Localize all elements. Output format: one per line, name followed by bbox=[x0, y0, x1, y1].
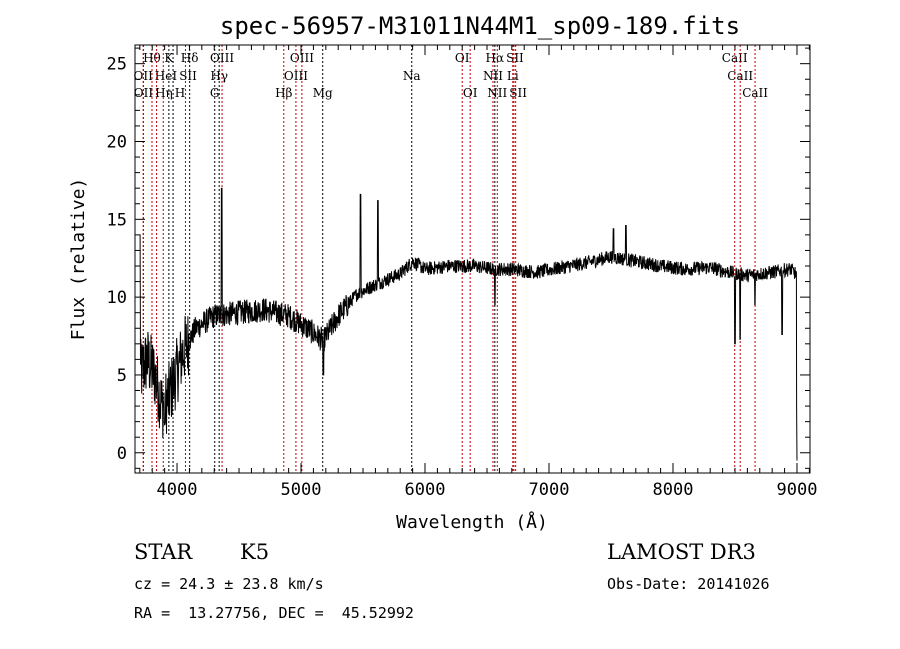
redshift-text: cz = 24.3 ± 23.8 km/s bbox=[134, 575, 324, 593]
spectral-line-label: OIII bbox=[210, 51, 234, 65]
spectral-line-label: K bbox=[164, 51, 174, 65]
obs-date: Obs-Date: 20141026 bbox=[607, 575, 770, 593]
object-subclass: K5 bbox=[240, 540, 270, 564]
x-tick-label: 9000 bbox=[777, 480, 818, 500]
spectral-line-label: Hβ bbox=[275, 86, 292, 100]
spectral-line-label: NII bbox=[483, 69, 503, 83]
spectral-line-label: SII bbox=[179, 69, 197, 83]
spectral-line-label: Na bbox=[403, 69, 421, 83]
y-tick-label: 0 bbox=[117, 444, 127, 464]
spectral-line-label: OIII bbox=[290, 51, 314, 65]
spectral-line-label: G bbox=[210, 86, 220, 100]
spectral-line-label: OII bbox=[134, 69, 154, 83]
coordinates-text: RA = 13.27756, DEC = 45.52992 bbox=[134, 604, 414, 622]
x-tick-label: 6000 bbox=[405, 480, 446, 500]
plot-frame bbox=[134, 44, 811, 474]
spectral-line-label: H bbox=[175, 86, 185, 100]
spectrum-series-line bbox=[139, 187, 798, 461]
spectral-line-label: NII bbox=[487, 86, 507, 100]
survey-label: LAMOST DR3 bbox=[607, 540, 756, 564]
y-tick-label: 5 bbox=[117, 366, 127, 386]
x-tick-label: 7000 bbox=[529, 480, 570, 500]
spectral-line-label: Hθ bbox=[143, 51, 161, 65]
spectral-line-label: SII bbox=[509, 86, 527, 100]
spectral-line-label: OII bbox=[134, 86, 154, 100]
y-tick-label: 15 bbox=[107, 210, 127, 230]
spectral-line-label: CaII bbox=[742, 86, 768, 100]
spectral-line-label: OI bbox=[463, 86, 478, 100]
x-tick-label: 4000 bbox=[157, 480, 198, 500]
y-tick-label: 10 bbox=[107, 288, 127, 308]
spectral-line-label: CaII bbox=[722, 51, 748, 65]
spectral-line-label: Hγ bbox=[210, 69, 228, 83]
x-axis-label: Wavelength (Å) bbox=[396, 511, 548, 533]
spectral-line-label: OI bbox=[455, 51, 470, 65]
x-tick-label: 5000 bbox=[281, 480, 322, 500]
spectral-line-label: Hη bbox=[155, 86, 173, 100]
y-tick-label: 20 bbox=[107, 132, 127, 152]
spectral-line-label: Hδ bbox=[181, 51, 199, 65]
spectral-line-label: SII bbox=[506, 51, 524, 65]
object-class: STAR bbox=[134, 540, 193, 564]
spectral-line-label: Li bbox=[507, 69, 519, 83]
spectral-line-label: Mg bbox=[313, 86, 333, 100]
y-tick-label: 25 bbox=[107, 55, 127, 75]
y-axis-label: Flux (relative) bbox=[68, 178, 89, 341]
spectral-line-label: HeI bbox=[155, 69, 178, 83]
chart-title: spec-56957-M31011N44M1_sp09-189.fits bbox=[220, 12, 740, 40]
spectral-line-label: Hα bbox=[486, 51, 505, 65]
x-tick-label: 8000 bbox=[653, 480, 694, 500]
spectral-line-label: CaII bbox=[727, 69, 753, 83]
spectral-line-label: OIII bbox=[284, 69, 308, 83]
